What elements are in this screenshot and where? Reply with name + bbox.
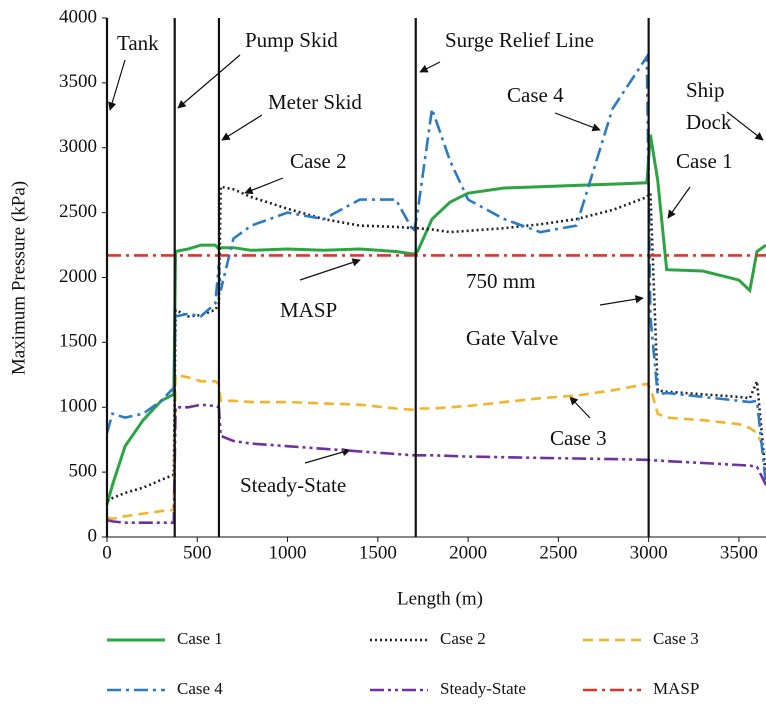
annotation: Gate Valve: [466, 326, 558, 350]
legend-label: Case 4: [177, 679, 223, 698]
y-tick-label: 1000: [59, 396, 97, 417]
legend-label: Case 1: [177, 629, 223, 648]
series-line: [106, 373, 766, 521]
annotation: Case 1: [676, 149, 733, 173]
annotation: Case 3: [550, 426, 607, 450]
annotation: Ship: [686, 78, 725, 102]
x-axis-title: Length (m): [397, 588, 483, 609]
arrows: [108, 54, 764, 464]
legend-label: Case 2: [440, 629, 486, 648]
x-tick-label: 3000: [630, 542, 668, 563]
annotation: Surge Relief Line: [445, 28, 594, 52]
series-line: [105, 134, 766, 506]
annotation: Pump Skid: [245, 28, 338, 52]
x-tick-label: 1500: [359, 542, 397, 563]
annotation: 750 mm: [466, 269, 535, 293]
y-axis-title: Maximum Pressure (kPa): [8, 181, 29, 375]
y-tick-label: 3000: [59, 136, 97, 157]
x-tick-label: 3500: [720, 542, 758, 563]
y-tick-label: 500: [69, 460, 98, 481]
y-tick-label: 1500: [59, 331, 97, 352]
legend-label: Steady-State: [440, 679, 526, 698]
series-line: [106, 185, 766, 502]
legend-label: MASP: [653, 679, 699, 698]
series-line: [106, 403, 766, 524]
series-line: [105, 52, 766, 486]
y-tick-label: 3500: [59, 71, 97, 92]
y-tick-label: 2500: [59, 201, 97, 222]
x-tick-label: 2000: [449, 542, 487, 563]
legend-label: Case 3: [653, 629, 699, 648]
y-tick-label: 4000: [59, 6, 97, 27]
x-tick-label: 0: [102, 542, 112, 563]
y-tick-label: 0: [88, 525, 98, 546]
y-tick-label: 2000: [59, 266, 97, 287]
annotation: Case 2: [290, 149, 347, 173]
annotation: Steady-State: [240, 473, 346, 497]
annotation: Tank: [117, 31, 159, 55]
x-tick-label: 1000: [269, 542, 307, 563]
annotation: Case 4: [507, 83, 564, 107]
x-tick-label: 500: [183, 542, 212, 563]
x-tick-label: 2500: [539, 542, 577, 563]
annotation: MASP: [280, 298, 337, 322]
annotation: Meter Skid: [268, 90, 362, 114]
annotation: Dock: [686, 110, 732, 134]
